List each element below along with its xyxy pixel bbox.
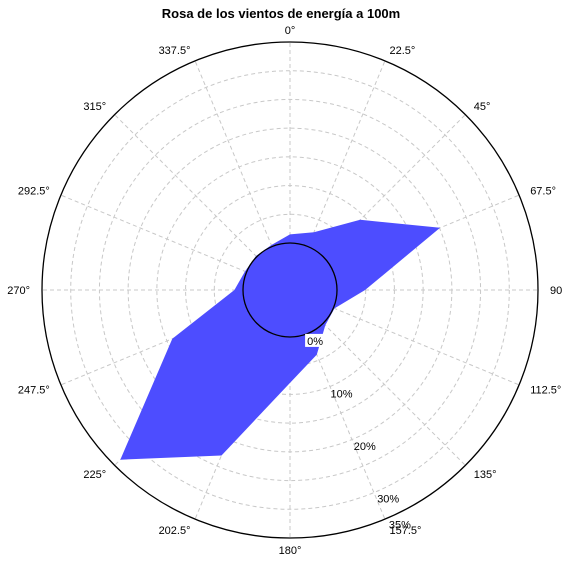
direction-label: 157.5° xyxy=(390,525,422,537)
ring-label-bg xyxy=(305,333,328,347)
ring-label: 0% xyxy=(307,336,323,348)
direction-label: 225° xyxy=(83,469,106,481)
direction-label: 202.5° xyxy=(159,525,191,537)
direction-labels: 0° 22.5° 45° 67.5° 90° 112.5° 135° 157.5° 180° 20… xyxy=(7,25,562,557)
energy-series-area xyxy=(120,219,441,460)
grid-spoke xyxy=(333,307,520,386)
direction-label: 135° xyxy=(474,469,497,481)
direction-label: 247.5° xyxy=(18,385,50,397)
grid-spoke xyxy=(60,194,247,273)
grid-spoke xyxy=(322,322,466,466)
grid-spoke xyxy=(307,333,386,520)
outer-circle-layer xyxy=(41,41,539,539)
grid-spoke xyxy=(114,114,258,258)
direction-label: 67.5° xyxy=(530,186,556,198)
direction-label: 45° xyxy=(474,101,491,113)
data-layer xyxy=(120,219,441,460)
direction-label: 292.5° xyxy=(18,186,50,198)
direction-label: 337.5° xyxy=(159,45,191,57)
zero-ring xyxy=(242,242,338,338)
direction-label: 112.5° xyxy=(530,385,561,397)
ring-label: 35% xyxy=(389,520,411,532)
chart-title: Rosa de los vientos de energía a 100m xyxy=(161,6,401,21)
grid-ring xyxy=(70,70,510,510)
direction-label: 315° xyxy=(83,101,106,113)
ring-label: 30% xyxy=(377,493,399,505)
ring-labels: 0% 10% 20% 30% 35% xyxy=(305,333,411,532)
ring-label: 20% xyxy=(354,441,376,453)
direction-label: 180° xyxy=(279,545,302,557)
direction-label: 270° xyxy=(7,285,30,297)
direction-label: 90° xyxy=(550,285,562,297)
outer-ring xyxy=(41,41,539,539)
direction-label: 0° xyxy=(285,25,296,37)
grid-spoke xyxy=(60,307,247,386)
ring-label: 10% xyxy=(331,388,353,400)
grid-spoke xyxy=(322,114,466,258)
grid-spoke xyxy=(194,60,273,247)
grid-spoke xyxy=(307,60,386,247)
direction-label: 22.5° xyxy=(390,45,416,57)
inner-circle-layer xyxy=(242,242,338,338)
